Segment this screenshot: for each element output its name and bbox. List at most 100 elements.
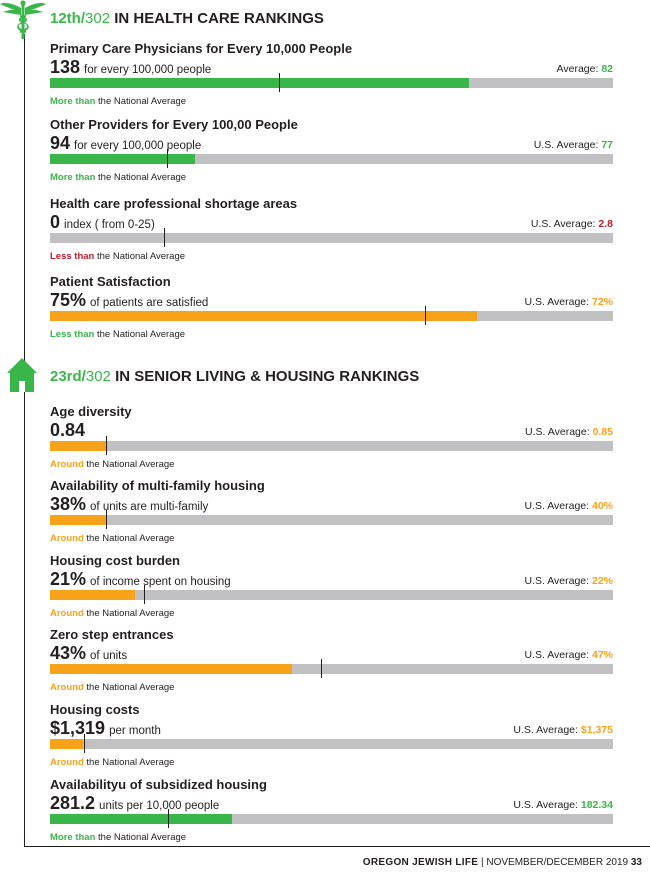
section-rank-total: 302 — [85, 10, 111, 27]
average-marker — [424, 306, 426, 325]
metric-value-line: 281.2 units per 10,000 people U.S. Average… — [50, 793, 613, 813]
page-rule-horizontal — [24, 846, 650, 847]
us-average-label: Average: — [556, 63, 599, 75]
comparison-rest: the National Average — [94, 329, 186, 340]
comparison-bar — [50, 659, 613, 678]
comparison-note: Around the National Average — [50, 757, 613, 768]
average-marker — [106, 436, 108, 455]
comparison-rest: the National Average — [94, 251, 186, 262]
metric-title: Availability of multi-family housing — [50, 478, 265, 493]
metric-value-line: 0.84 U.S. Average: 0.85 — [50, 420, 613, 440]
comparison-word: Around — [50, 608, 84, 619]
comparison-bar — [50, 809, 613, 828]
metric-value-line: 0 index ( from 0-25) U.S. Average: 2.8 — [50, 212, 613, 232]
metric-title: Age diversity — [50, 404, 132, 419]
comparison-word: Around — [50, 757, 84, 768]
metric-value: 138 — [50, 57, 81, 77]
comparison-rest: the National Average — [83, 459, 175, 470]
metric-primary-care-physicians: Primary Care Physicians for Every 10,000… — [50, 41, 613, 107]
metric-value: 0 — [50, 212, 61, 232]
comparison-bar — [50, 734, 613, 753]
comparison-note: Less than the National Average — [50, 251, 613, 262]
footer-separator: | — [478, 857, 487, 868]
comparison-note: Less than the National Average — [50, 329, 613, 340]
comparison-note: More than the National Average — [50, 832, 613, 843]
us-average-value: $1,375 — [580, 724, 613, 736]
us-average: Average: 82 — [557, 63, 613, 75]
footer-publication: OREGON JEWISH LIFE — [362, 857, 479, 868]
us-average-label: U.S. Average: — [524, 296, 590, 308]
comparison-note: Around the National Average — [50, 533, 613, 544]
metric-value-line: 75% of patients are satisfied U.S. Average… — [50, 290, 613, 310]
metric-value: 38% — [50, 494, 87, 514]
metric-zero-step-entrances: Zero step entrances 43% of units U.S. Avera… — [50, 627, 613, 693]
comparison-note: Around the National Average — [50, 459, 613, 470]
comparison-bar — [50, 510, 613, 529]
comparison-rest: the National Average — [83, 608, 175, 619]
section-title-text: IN HEALTH CARE RANKINGS — [114, 10, 324, 27]
metric-subsidized-housing: Availabilityu of subsidized housing 281.2… — [50, 777, 613, 843]
us-average: U.S. Average: 22% — [524, 575, 613, 587]
comparison-word: Around — [50, 682, 84, 693]
us-average: U.S. Average: 0.85 — [525, 426, 613, 438]
bar-fill — [50, 664, 293, 674]
bar-fill — [50, 814, 232, 824]
comparison-rest: the National Average — [83, 682, 175, 693]
metric-unit: index ( from 0-25) — [64, 219, 155, 231]
us-average-label: U.S. Average: — [524, 575, 590, 587]
metric-shortage-areas: Health care professional shortage areas 0… — [50, 196, 613, 262]
metric-title: Housing costs — [50, 702, 140, 717]
metric-value: $1,319 — [50, 718, 106, 738]
us-average-label: U.S. Average: — [525, 426, 590, 438]
metric-title: Zero step entrances — [50, 627, 174, 642]
comparison-word: More than — [50, 832, 96, 843]
caduceus-icon — [0, 0, 46, 40]
metric-unit: of patients are satisfied — [90, 297, 209, 309]
metric-title: Health care professional shortage areas — [50, 196, 298, 211]
us-average: U.S. Average: 77 — [534, 139, 613, 151]
average-marker — [106, 510, 108, 529]
comparison-rest: the National Average — [95, 96, 187, 107]
comparison-bar — [50, 436, 613, 455]
us-average: U.S. Average: 182.34 — [513, 799, 613, 811]
metric-value-line: 138 for every 100,000 people Average: 82 — [50, 57, 613, 77]
metric-title: Primary Care Physicians for Every 10,000… — [50, 41, 353, 56]
us-average: U.S. Average: 72% — [524, 296, 613, 308]
us-average-value: 82 — [601, 63, 613, 75]
comparison-word: Less than — [50, 329, 95, 340]
bar-fill — [50, 739, 84, 749]
metric-multi-family-housing: Availability of multi-family housing 38% o… — [50, 478, 613, 544]
comparison-bar — [50, 585, 613, 604]
us-average: U.S. Average: $1,375 — [513, 724, 613, 736]
bar-fill — [50, 515, 107, 525]
us-average-value: 40% — [591, 500, 613, 512]
metric-unit: of income spent on housing — [90, 576, 231, 588]
us-average-value: 2.8 — [598, 218, 613, 230]
metric-unit: for every 100,000 people — [74, 140, 202, 152]
metric-value-line: 43% of units U.S. Average: 47% — [50, 643, 613, 663]
metric-unit: of units — [90, 650, 128, 662]
comparison-word: Around — [50, 533, 84, 544]
us-average-label: U.S. Average: — [513, 724, 578, 736]
metric-age-diversity: Age diversity 0.84 U.S. Average: 0.85 Aroun… — [50, 404, 613, 470]
footer-page-number: 33 — [630, 857, 642, 868]
bar-fill — [50, 590, 135, 600]
comparison-word: More than — [50, 172, 96, 183]
metric-unit: for every 100,000 people — [84, 64, 212, 76]
bar-fill — [50, 311, 477, 321]
bar-fill — [50, 154, 195, 164]
page-rule-vertical — [24, 34, 25, 846]
metric-value: 75% — [50, 290, 87, 310]
us-average-label: U.S. Average: — [530, 218, 596, 230]
us-average-label: U.S. Average: — [524, 649, 590, 661]
metric-value: 94 — [50, 133, 71, 153]
metric-value-line: $1,319 per month U.S. Average: $1,375 — [50, 718, 613, 738]
metric-value: 21% — [50, 569, 87, 589]
metric-patient-satisfaction: Patient Satisfaction 75% of patients are s… — [50, 274, 613, 340]
metric-unit: of units are multi-family — [90, 501, 209, 513]
metric-value: 0.84 — [50, 420, 86, 440]
page-footer: OREGON JEWISH LIFE | NOVEMBER/DECEMBER 2… — [363, 857, 642, 868]
metric-value-line: 94 for every 100,000 people U.S. Average: … — [50, 133, 613, 153]
comparison-note: Around the National Average — [50, 682, 613, 693]
section-rank-total: 302 — [85, 368, 111, 385]
